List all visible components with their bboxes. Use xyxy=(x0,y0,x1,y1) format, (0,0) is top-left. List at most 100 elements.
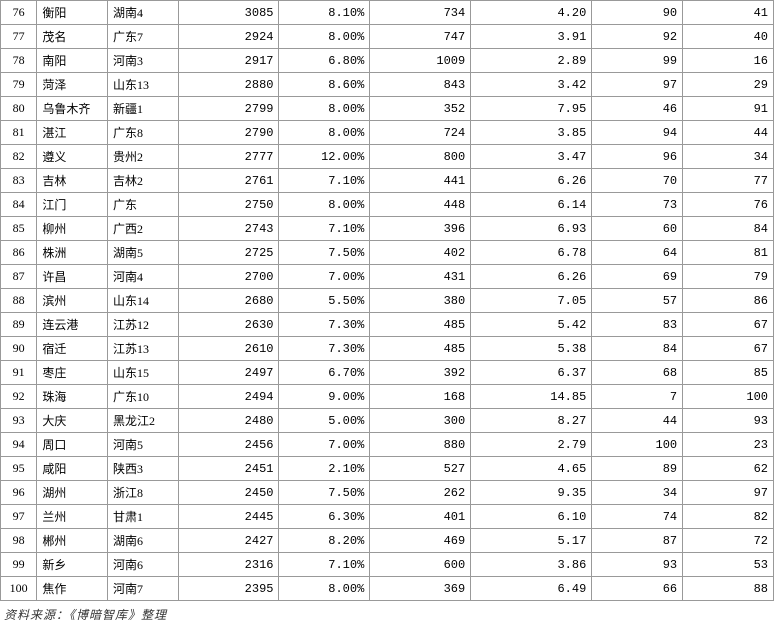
value4-cell: 93 xyxy=(592,553,683,577)
rank-cell: 79 xyxy=(1,73,37,97)
province-cell: 山东14 xyxy=(107,289,178,313)
value3-cell: 2.79 xyxy=(471,433,592,457)
value3-cell: 6.10 xyxy=(471,505,592,529)
city-cell: 吉林 xyxy=(37,169,108,193)
value4-cell: 60 xyxy=(592,217,683,241)
rank-cell: 85 xyxy=(1,217,37,241)
value5-cell: 81 xyxy=(683,241,774,265)
value2-cell: 369 xyxy=(370,577,471,601)
data-table: 76衡阳湖南430858.10%7344.20904177茂名广东729248.… xyxy=(0,0,774,601)
table-row: 86株洲湖南527257.50%4026.786481 xyxy=(1,241,774,265)
value4-cell: 99 xyxy=(592,49,683,73)
value3-cell: 5.17 xyxy=(471,529,592,553)
value1-cell: 2395 xyxy=(178,577,279,601)
rank-cell: 84 xyxy=(1,193,37,217)
value5-cell: 16 xyxy=(683,49,774,73)
value2-cell: 485 xyxy=(370,337,471,361)
value2-cell: 262 xyxy=(370,481,471,505)
city-cell: 周口 xyxy=(37,433,108,457)
value4-cell: 73 xyxy=(592,193,683,217)
value5-cell: 79 xyxy=(683,265,774,289)
value2-cell: 300 xyxy=(370,409,471,433)
percent-cell: 7.00% xyxy=(279,433,370,457)
value3-cell: 14.85 xyxy=(471,385,592,409)
value3-cell: 5.42 xyxy=(471,313,592,337)
table-row: 91枣庄山东1524976.70%3926.376885 xyxy=(1,361,774,385)
value2-cell: 880 xyxy=(370,433,471,457)
rank-cell: 99 xyxy=(1,553,37,577)
city-cell: 江门 xyxy=(37,193,108,217)
percent-cell: 7.10% xyxy=(279,553,370,577)
table-row: 84江门广东27508.00%4486.147376 xyxy=(1,193,774,217)
percent-cell: 6.30% xyxy=(279,505,370,529)
table-row: 94周口河南524567.00%8802.7910023 xyxy=(1,433,774,457)
value4-cell: 83 xyxy=(592,313,683,337)
value1-cell: 2917 xyxy=(178,49,279,73)
city-cell: 咸阳 xyxy=(37,457,108,481)
value4-cell: 90 xyxy=(592,1,683,25)
value5-cell: 77 xyxy=(683,169,774,193)
rank-cell: 78 xyxy=(1,49,37,73)
table-row: 88滨州山东1426805.50%3807.055786 xyxy=(1,289,774,313)
value4-cell: 70 xyxy=(592,169,683,193)
value1-cell: 2316 xyxy=(178,553,279,577)
value5-cell: 53 xyxy=(683,553,774,577)
province-cell: 河南7 xyxy=(107,577,178,601)
value5-cell: 88 xyxy=(683,577,774,601)
value2-cell: 441 xyxy=(370,169,471,193)
value3-cell: 6.14 xyxy=(471,193,592,217)
value2-cell: 401 xyxy=(370,505,471,529)
table-row: 93大庆黑龙江224805.00%3008.274493 xyxy=(1,409,774,433)
value3-cell: 6.93 xyxy=(471,217,592,241)
city-cell: 兰州 xyxy=(37,505,108,529)
value3-cell: 6.26 xyxy=(471,265,592,289)
percent-cell: 8.00% xyxy=(279,193,370,217)
value1-cell: 2924 xyxy=(178,25,279,49)
province-cell: 河南5 xyxy=(107,433,178,457)
province-cell: 新疆1 xyxy=(107,97,178,121)
city-cell: 衡阳 xyxy=(37,1,108,25)
table-row: 76衡阳湖南430858.10%7344.209041 xyxy=(1,1,774,25)
table-row: 90宿迁江苏1326107.30%4855.388467 xyxy=(1,337,774,361)
city-cell: 南阳 xyxy=(37,49,108,73)
value1-cell: 3085 xyxy=(178,1,279,25)
value5-cell: 41 xyxy=(683,1,774,25)
table-row: 77茂名广东729248.00%7473.919240 xyxy=(1,25,774,49)
city-cell: 新乡 xyxy=(37,553,108,577)
province-cell: 河南4 xyxy=(107,265,178,289)
value4-cell: 66 xyxy=(592,577,683,601)
province-cell: 江苏13 xyxy=(107,337,178,361)
value4-cell: 100 xyxy=(592,433,683,457)
value2-cell: 724 xyxy=(370,121,471,145)
value3-cell: 9.35 xyxy=(471,481,592,505)
percent-cell: 9.00% xyxy=(279,385,370,409)
value4-cell: 94 xyxy=(592,121,683,145)
table-row: 89连云港江苏1226307.30%4855.428367 xyxy=(1,313,774,337)
value1-cell: 2761 xyxy=(178,169,279,193)
value1-cell: 2450 xyxy=(178,481,279,505)
value3-cell: 6.49 xyxy=(471,577,592,601)
city-cell: 宿迁 xyxy=(37,337,108,361)
value1-cell: 2427 xyxy=(178,529,279,553)
province-cell: 吉林2 xyxy=(107,169,178,193)
value3-cell: 2.89 xyxy=(471,49,592,73)
value1-cell: 2630 xyxy=(178,313,279,337)
city-cell: 珠海 xyxy=(37,385,108,409)
table-row: 79菏泽山东1328808.60%8433.429729 xyxy=(1,73,774,97)
value3-cell: 6.78 xyxy=(471,241,592,265)
value3-cell: 6.37 xyxy=(471,361,592,385)
percent-cell: 8.60% xyxy=(279,73,370,97)
city-cell: 茂名 xyxy=(37,25,108,49)
percent-cell: 5.00% xyxy=(279,409,370,433)
value1-cell: 2790 xyxy=(178,121,279,145)
percent-cell: 8.00% xyxy=(279,97,370,121)
table-row: 85柳州广西227437.10%3966.936084 xyxy=(1,217,774,241)
value2-cell: 402 xyxy=(370,241,471,265)
value2-cell: 800 xyxy=(370,145,471,169)
rank-cell: 95 xyxy=(1,457,37,481)
value5-cell: 23 xyxy=(683,433,774,457)
value5-cell: 86 xyxy=(683,289,774,313)
value1-cell: 2451 xyxy=(178,457,279,481)
value4-cell: 97 xyxy=(592,73,683,97)
value1-cell: 2743 xyxy=(178,217,279,241)
